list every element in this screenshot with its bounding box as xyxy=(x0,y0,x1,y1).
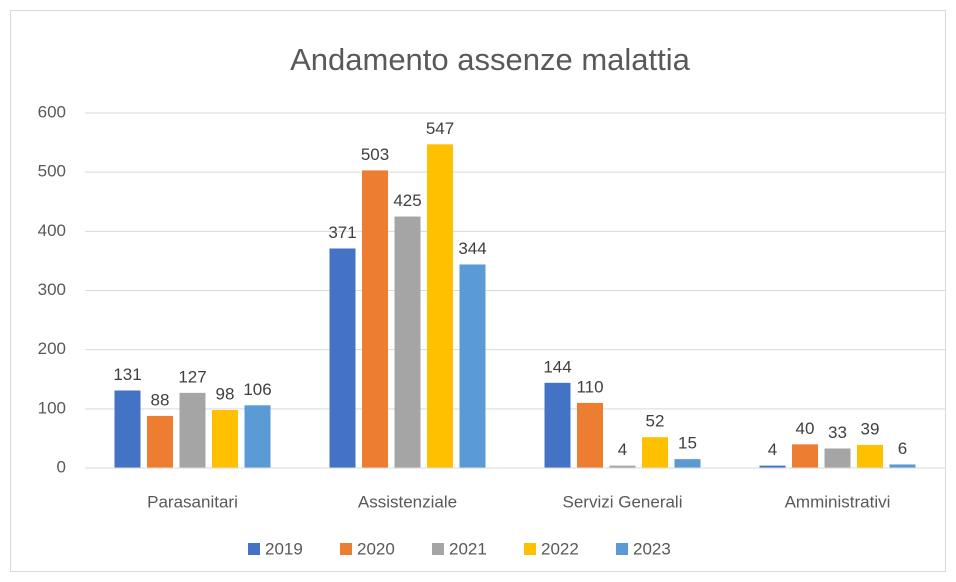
data-label: 144 xyxy=(543,357,571,376)
data-label: 40 xyxy=(796,419,815,438)
y-tick-label: 600 xyxy=(38,102,66,121)
data-label: 110 xyxy=(576,377,603,396)
bar xyxy=(674,459,701,468)
data-label: 33 xyxy=(828,423,847,442)
bar xyxy=(244,405,271,468)
x-tick-label: Parasanitari xyxy=(147,492,238,511)
legend-label: 2019 xyxy=(265,539,303,558)
bar xyxy=(544,382,571,468)
legend-swatch xyxy=(248,543,260,555)
data-label: 98 xyxy=(216,385,235,404)
bar xyxy=(427,144,453,468)
bar xyxy=(329,248,356,468)
bar xyxy=(857,444,883,468)
data-label: 88 xyxy=(151,390,170,409)
legend-label: 2022 xyxy=(541,539,579,558)
bar xyxy=(147,415,173,468)
y-tick-label: 500 xyxy=(38,162,66,181)
y-tick-label: 300 xyxy=(38,280,66,299)
y-tick-label: 200 xyxy=(38,339,66,358)
data-label: 344 xyxy=(458,239,486,258)
data-label: 371 xyxy=(328,223,356,242)
legend-swatch xyxy=(524,543,536,555)
bar xyxy=(212,410,238,468)
data-label: 106 xyxy=(243,380,271,399)
legend-label: 2020 xyxy=(357,539,395,558)
legend-label: 2021 xyxy=(449,539,487,558)
data-label: 6 xyxy=(898,439,907,458)
x-tick-label: Servizi Generali xyxy=(563,492,683,511)
bar xyxy=(824,448,851,468)
data-label: 4 xyxy=(618,440,627,459)
data-label: 503 xyxy=(361,145,389,164)
data-label: 131 xyxy=(113,365,141,384)
bar xyxy=(792,444,818,468)
bar xyxy=(609,465,636,468)
legend-swatch xyxy=(340,543,352,555)
bar xyxy=(577,402,603,468)
data-label: 15 xyxy=(678,434,697,453)
data-label: 52 xyxy=(646,412,665,431)
y-tick-label: 400 xyxy=(38,221,66,240)
data-label: 39 xyxy=(861,419,880,438)
y-tick-label: 0 xyxy=(57,457,66,476)
legend-label: 2023 xyxy=(633,539,671,558)
data-label: 4 xyxy=(768,440,777,459)
bar xyxy=(642,437,668,468)
data-label: 127 xyxy=(178,367,206,386)
bar xyxy=(459,264,486,468)
x-tick-label: Assistenziale xyxy=(358,492,457,511)
y-tick-label: 100 xyxy=(38,398,66,417)
bar xyxy=(889,464,916,468)
x-tick-label: Amministrativi xyxy=(785,492,891,511)
bar xyxy=(394,216,421,468)
data-label: 425 xyxy=(393,191,421,210)
bar xyxy=(114,390,141,468)
legend-swatch xyxy=(616,543,628,555)
bar xyxy=(759,465,786,468)
bar xyxy=(179,392,206,468)
legend-swatch xyxy=(432,543,444,555)
chart-title: Andamento assenze malattia xyxy=(290,42,691,77)
data-label: 547 xyxy=(426,119,454,138)
bar xyxy=(362,170,388,468)
